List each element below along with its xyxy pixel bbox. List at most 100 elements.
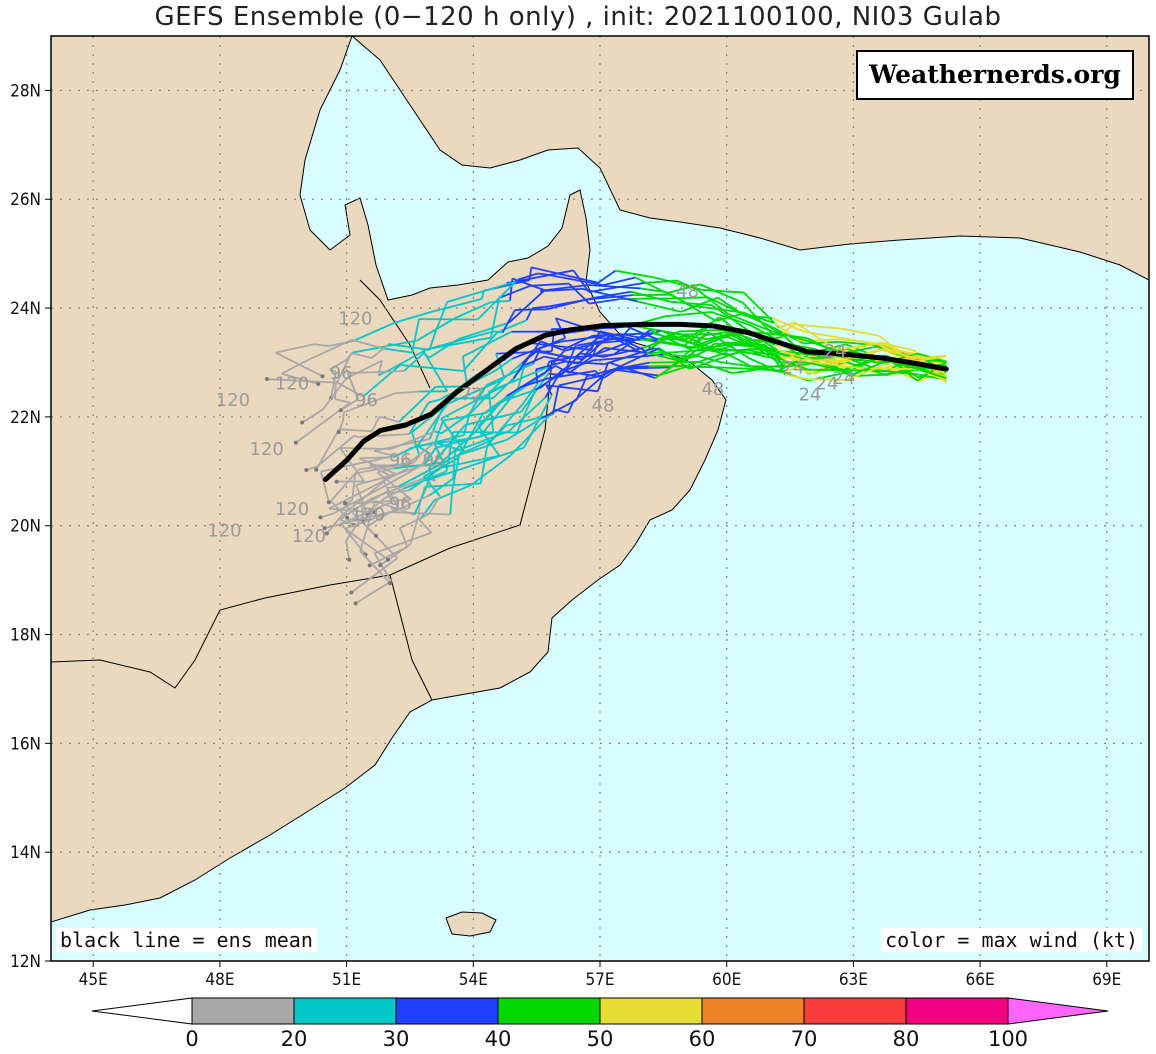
ensemble-track-segment [643,279,678,284]
ensemble-track-segment [345,540,351,560]
ensemble-track-segment [377,360,383,376]
ensemble-track-segment [674,296,708,300]
ensemble-track-segment [550,334,555,352]
ensemble-track-segment [564,342,598,352]
track-endpoint [320,374,325,379]
ensemble-track-segment [320,455,395,473]
ensemble-track-segment [631,324,683,336]
ensemble-track-segment [382,478,390,491]
lat-tick-label: 22N [10,408,41,428]
ensemble-track-segment [371,343,390,359]
ensemble-track-segment [631,290,671,303]
ensemble-track-segment [440,418,465,452]
ensemble-track-segment [329,368,337,373]
track-endpoint [388,581,393,586]
ensemble-track-segment [593,358,609,362]
ensemble-track-segment [314,343,329,348]
ensemble-track-segment [394,311,432,324]
forecast-hour-label: 24 [798,385,821,406]
ensemble-track-segment [532,305,550,310]
ensemble-track-segment [462,330,512,358]
ensemble-track-segment [575,337,599,358]
ensemble-track-segment [657,366,687,377]
ensemble-track-segment [417,445,431,455]
track-endpoint [322,526,327,531]
ensemble-track-segment [477,395,508,427]
ensemble-track-segment [359,456,394,460]
ensemble-track-segment [383,347,413,354]
lat-tick-label: 18N [10,626,41,646]
ensemble-track-segment [330,371,337,399]
ensemble-track-segment [637,300,682,313]
ensemble-track-segment [773,333,808,339]
forecast-hour-label: 96 [423,450,446,471]
ensemble-track-segment [724,352,752,368]
ensemble-track-segment [784,373,809,381]
ensemble-track-segment [343,392,396,414]
ensemble-track-segment [495,353,506,378]
ensemble-track-segment [490,299,511,304]
legend-mean-note: black line = ens mean [56,928,317,952]
ensemble-track-segment [648,364,688,368]
ensemble-track-segment [351,339,384,350]
track-endpoint [378,563,383,568]
ensemble-track-segment [306,339,352,362]
ensemble-track-segment [488,366,548,393]
ensemble-track-segment [490,404,523,441]
ensemble-track-segment [462,331,498,372]
ensemble-track-segment [460,446,525,470]
ensemble-track-segment [541,399,577,420]
track-endpoint [349,590,354,595]
track-endpoint [336,430,341,435]
ensemble-track-segment [501,309,516,333]
ensemble-track-segment [515,308,547,311]
ensemble-track-segment [359,457,397,475]
ensemble-track-segment [794,321,838,351]
ensemble-track-segment [577,335,611,365]
ensemble-track-segment [646,351,683,363]
ensemble-track-segment [345,514,364,542]
ensemble-track-segment [649,329,689,350]
track-endpoint [300,420,305,425]
ensemble-track-segment [386,493,393,503]
ensemble-track-segment [373,450,395,457]
ensemble-track-segment [449,491,453,515]
ensemble-track-segment [447,280,516,303]
track-endpoint [314,467,319,472]
ensemble-track-segment [374,500,415,516]
track-endpoint [326,500,331,505]
ensemble-track-segment [316,435,355,468]
ensemble-track-segment [697,289,729,315]
ensemble-track-segment [369,545,408,567]
forecast-hour-label: 120 [249,439,283,460]
forecast-hour-label: 24 [782,357,805,378]
ensemble-track-segment [329,359,347,371]
ensemble-track-segment [604,347,647,354]
track-endpoint [304,468,309,473]
forecast-hour-label: 120 [275,499,309,520]
ensemble-track-segment [748,357,778,372]
ensemble-track-segment [849,358,884,364]
ensemble-track-segment [677,279,699,292]
ensemble-track-segment [430,297,483,313]
ensemble-track-segment [434,301,449,334]
lon-tick-label: 57E [585,970,614,990]
ensemble-track-segment [546,361,550,368]
forecast-hour-label: 120 [275,374,309,395]
ensemble-track-segment [344,520,365,530]
ensemble-track-segment [464,410,522,426]
ensemble-track-segment [423,447,437,465]
ensemble-track-segment [326,514,343,534]
ensemble-track-segment [634,276,677,299]
forecast-hour-label: 24 [815,374,838,395]
legend-color-note: color = max wind (kt) [881,928,1142,952]
ensemble-track-segment [727,313,771,332]
ensemble-track-segment [551,385,560,415]
ensemble-track-segment [535,360,565,371]
forecast-hour-label: 96 [389,493,412,514]
ensemble-track-segment [675,296,692,307]
ensemble-track-segment [320,512,334,519]
ensemble-track-segment [806,337,839,355]
lon-tick-label: 63E [839,970,868,990]
